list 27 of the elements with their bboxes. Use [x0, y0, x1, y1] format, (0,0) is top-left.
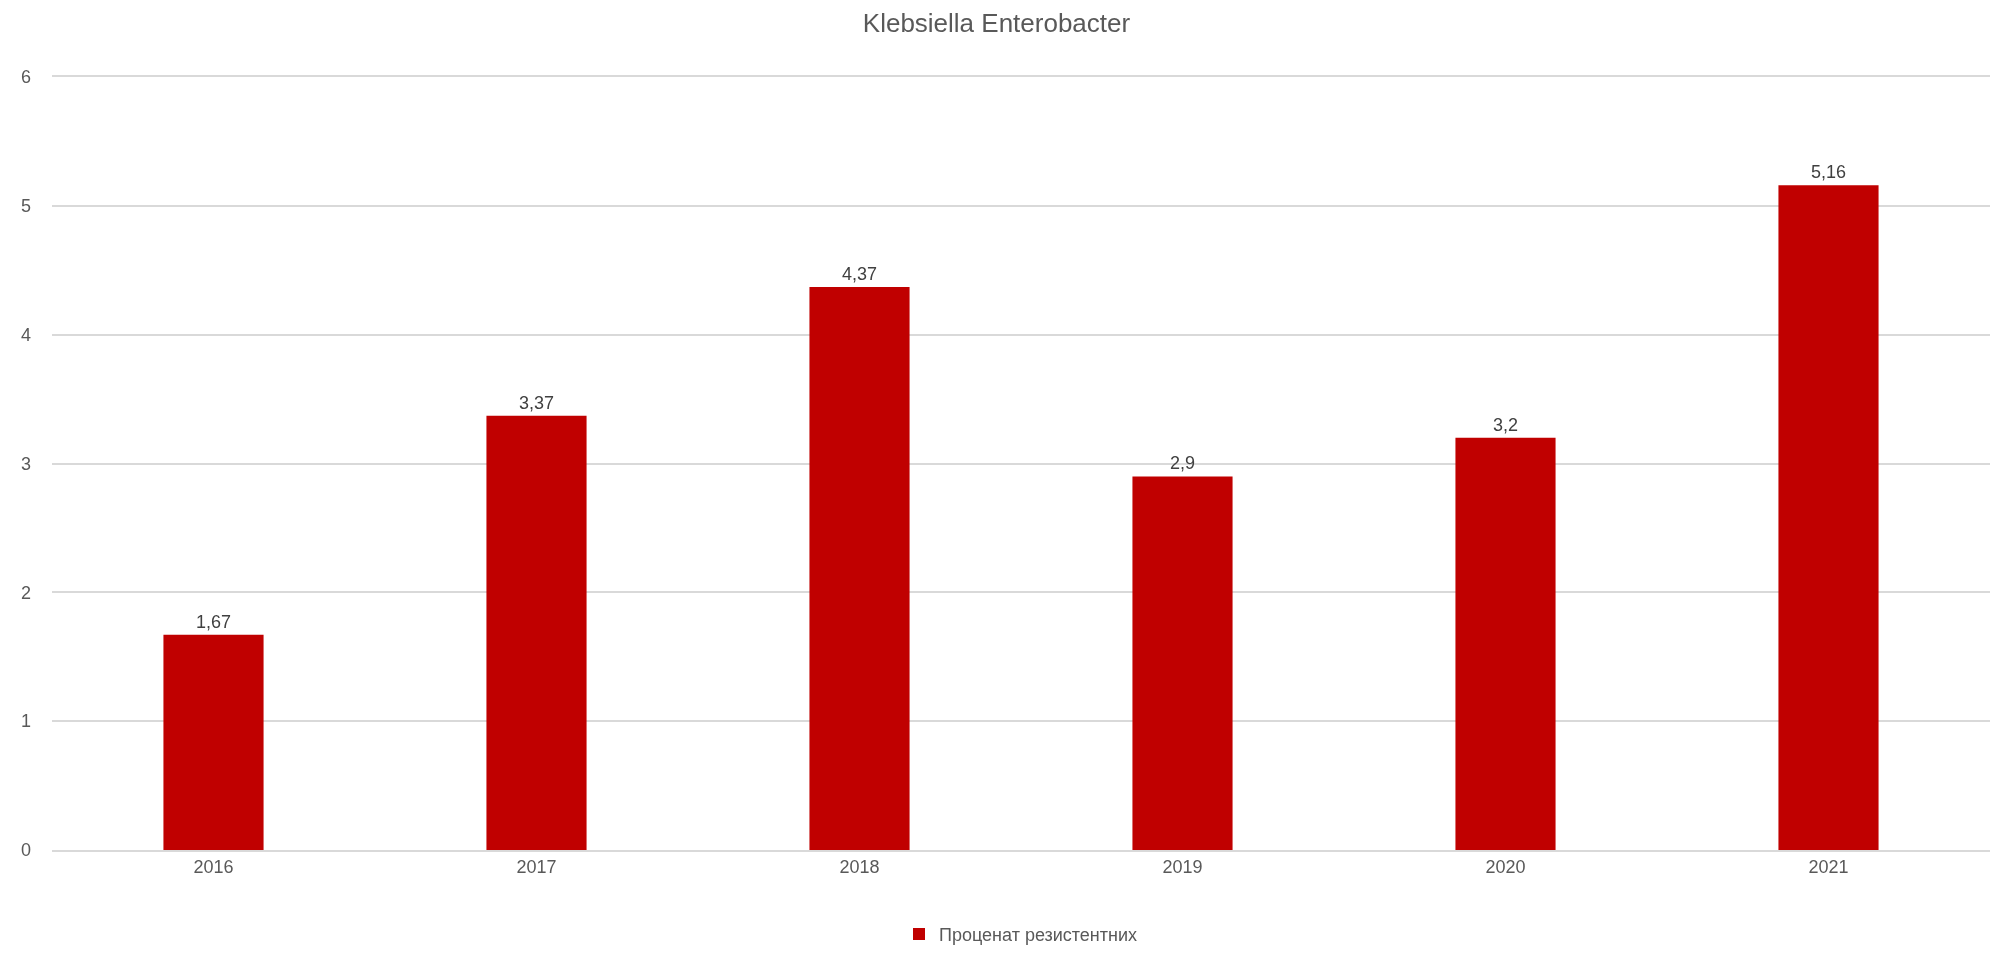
x-tick-label: 2019 [1162, 857, 1203, 878]
data-label: 5,16 [1810, 162, 1847, 183]
data-label: 1,67 [195, 611, 232, 632]
x-tick-label: 2021 [1808, 857, 1849, 878]
x-tick-label: 2018 [839, 857, 880, 878]
y-tick-label: 4 [20, 324, 31, 345]
y-tick-label: 5 [20, 196, 31, 217]
y-tick-label: 2 [20, 582, 31, 603]
data-label: 3,37 [518, 392, 555, 413]
bar [486, 415, 587, 850]
legend-label: Проценат резистентних [939, 924, 1138, 945]
chart-title: Klebsiella Enterobacter [862, 8, 1131, 39]
x-tick-label: 2016 [193, 857, 234, 878]
x-tick-label: 2020 [1485, 857, 1526, 878]
data-label: 4,37 [841, 264, 878, 284]
bar [163, 634, 264, 850]
bar [809, 287, 910, 850]
y-tick-label: 1 [20, 711, 31, 732]
x-tick-label: 2017 [516, 857, 557, 878]
data-label: 3,2 [1492, 414, 1519, 435]
y-tick-label: 6 [20, 67, 31, 88]
y-tick-label: 0 [20, 840, 31, 861]
data-label: 2,9 [1169, 453, 1196, 474]
bar [1778, 185, 1879, 850]
y-tick-label: 3 [20, 453, 31, 474]
bar [1455, 437, 1556, 850]
bar [1132, 476, 1233, 850]
